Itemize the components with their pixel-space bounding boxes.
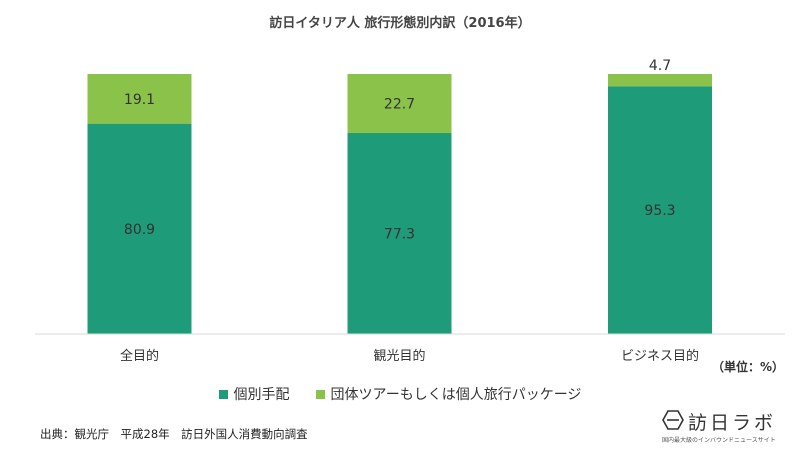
- x-tick-label: 全目的: [120, 348, 159, 364]
- legend-swatch-tour: [315, 389, 325, 399]
- data-label: 95.3: [644, 203, 675, 219]
- bar-segment: [87, 123, 192, 334]
- legend-item-individual: 個別手配: [218, 384, 290, 404]
- x-tick-label: ビジネス目的: [621, 348, 699, 364]
- legend-swatch-individual: [218, 389, 228, 399]
- legend-label-tour: 団体ツアーもしくは個人旅行パッケージ: [330, 387, 582, 403]
- legend-item-tour: 団体ツアーもしくは個人旅行パッケージ: [315, 384, 582, 404]
- bar-group: 80.9 19.1 全目的: [87, 74, 192, 364]
- logo-name: 訪日ラボ: [688, 412, 777, 434]
- x-tick-label: 観光目的: [373, 348, 425, 364]
- bar-segment: [608, 86, 712, 334]
- data-label: 4.7: [649, 58, 671, 74]
- logo: 訪日ラボ 国内最大級のインバウンドニュースサイト: [662, 406, 798, 446]
- unit-label: （単位：%）: [712, 359, 784, 374]
- data-label: 19.1: [124, 92, 155, 108]
- logo-tagline: 国内最大級のインバウンドニュースサイト: [662, 437, 776, 444]
- bar-segment: [347, 74, 452, 134]
- bar-group: 95.3 4.7 ビジネス目的: [608, 58, 712, 364]
- data-label: 77.3: [384, 227, 415, 243]
- logo-mark-icon: [662, 410, 684, 430]
- data-label: 80.9: [124, 222, 155, 238]
- legend-label-individual: 個別手配: [233, 387, 290, 403]
- plot-area: 80.9 19.1 全目的 77.3 22.7 観光目的 95.3 4.7 ビジネス目的: [87, 58, 712, 364]
- chart-title: 訪日イタリア人 旅行形態別内訳（2016年）: [269, 15, 530, 31]
- legend: 個別手配 団体ツアーもしくは個人旅行パッケージ: [0, 384, 800, 404]
- bar-segment: [608, 74, 712, 87]
- source-note: 出典：観光庁 平成28年 訪日外国人消費動向調査: [40, 427, 308, 441]
- bar-group: 77.3 22.7 観光目的: [347, 74, 452, 364]
- data-label: 22.7: [384, 97, 415, 113]
- bar-segment: [347, 133, 452, 334]
- bar-segment: [87, 74, 192, 124]
